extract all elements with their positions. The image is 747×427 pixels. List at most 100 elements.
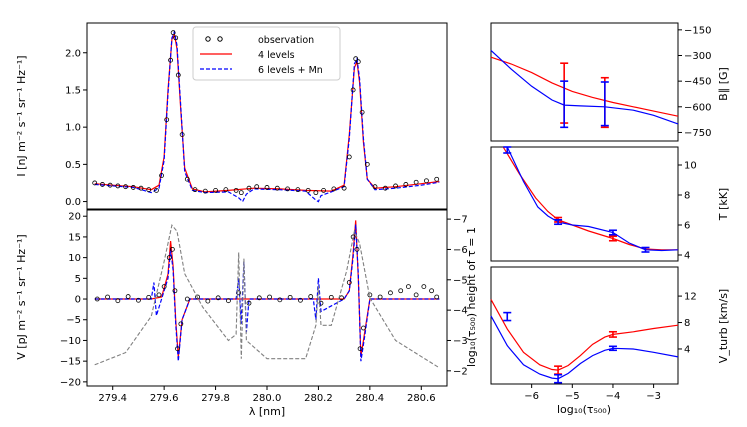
observation-point xyxy=(434,294,440,300)
right-y-tick-label: −6 xyxy=(453,245,468,256)
observation-point xyxy=(353,56,359,62)
stokes-v-series xyxy=(94,220,440,369)
observation-point xyxy=(357,346,363,352)
observation-point xyxy=(130,185,136,190)
turbulent-velocity-series xyxy=(490,299,679,384)
x-tick-label: 279.4 xyxy=(98,393,127,404)
observation-point xyxy=(256,295,262,301)
observation-point xyxy=(364,161,370,167)
magnetic-field-series xyxy=(490,49,679,129)
series-4-levels-line xyxy=(94,220,440,358)
stokes-v-x-label: λ [nm] xyxy=(249,405,285,418)
legend-box xyxy=(192,26,341,81)
legend-marker-observation xyxy=(205,36,211,42)
observation-point xyxy=(161,284,167,290)
observation-point xyxy=(115,183,121,189)
observation-point xyxy=(377,294,383,300)
stokes-v-panel: 20 15 10 5 0 −5 −10 −15 −20 279.4 279.6 279.8 280.0 2… xyxy=(15,209,478,418)
y-tick-label: 8 xyxy=(684,318,690,329)
observation-point xyxy=(178,321,184,327)
observation-point xyxy=(233,187,239,193)
observation-point xyxy=(354,246,360,252)
observation-point xyxy=(115,298,121,304)
y-tick-label: 15 xyxy=(68,232,81,243)
observation-point xyxy=(226,298,231,304)
observation-point xyxy=(184,296,190,302)
observation-point xyxy=(166,255,172,261)
x-tick-label: −4 xyxy=(606,391,621,402)
observation-point xyxy=(192,187,198,193)
temperature-y-label: T [kK] xyxy=(717,188,730,221)
observation-point xyxy=(105,294,110,300)
observation-point xyxy=(254,184,260,190)
observation-point xyxy=(285,186,290,192)
y-tick-label: −600 xyxy=(684,102,711,113)
observation-point xyxy=(372,184,378,190)
series-6-levels-mn-line xyxy=(94,29,440,203)
observation-point xyxy=(398,288,404,294)
observation-point xyxy=(238,190,244,196)
observation-point xyxy=(341,185,347,191)
turbulent-velocity-y-label: V_turb [km/s] xyxy=(717,289,730,363)
stokes-v-frame xyxy=(86,209,448,387)
y-tick-label: 20 xyxy=(68,212,81,223)
observation-point xyxy=(164,117,170,123)
observation-point xyxy=(359,109,365,115)
observation-point xyxy=(146,187,152,193)
observation-point xyxy=(355,59,361,65)
y-tick-label: 0.0 xyxy=(65,197,81,208)
y-tick-label: 6 xyxy=(684,221,690,232)
observation-point xyxy=(172,288,178,294)
observation-point xyxy=(205,298,211,304)
temperature-ticks: 10 8 6 4 xyxy=(678,161,697,262)
x-tick-label: −5 xyxy=(565,391,580,402)
observation-point xyxy=(92,180,98,186)
y-tick-label: −450 xyxy=(684,77,711,88)
y-tick-label: 4 xyxy=(684,251,690,262)
observation-point xyxy=(267,294,272,300)
y-tick-label: −10 xyxy=(60,336,81,347)
x-tick-label: 280.6 xyxy=(407,393,436,404)
observation-point xyxy=(100,182,105,187)
observation-point xyxy=(173,35,179,41)
observation-point xyxy=(388,290,393,296)
x-tick-label: 279.6 xyxy=(150,393,179,404)
observation-point xyxy=(406,284,411,290)
observation-point xyxy=(138,185,144,191)
y-tick-label: −150 xyxy=(684,25,711,36)
right-y-tick-label: −4 xyxy=(453,306,468,317)
stokes-v-y-label: V [pJ m⁻² s⁻¹ sr⁻¹ Hz⁻¹] xyxy=(15,234,28,359)
observation-point xyxy=(169,246,175,252)
observation-point xyxy=(350,87,356,93)
observation-point xyxy=(136,297,141,303)
observation-point xyxy=(361,325,366,331)
intensity-y-label: I [nJ m⁻² s⁻¹ sr⁻¹ Hz⁻¹] xyxy=(15,55,28,176)
observation-point xyxy=(94,296,100,302)
observation-point xyxy=(413,292,419,298)
x-tick-label: −3 xyxy=(646,391,661,402)
observation-point xyxy=(321,187,326,193)
turbulent-velocity-panel: 12 8 4 −6 −5 −4 −3 V_turb [km/s] log₁₀(τ₅₀₀) xyxy=(490,266,730,416)
intensity-frame xyxy=(86,22,448,210)
legend-label-6-levels-mn: 6 levels + Mn xyxy=(258,65,323,76)
turbulent-velocity-x-label: log₁₀(τ₅₀₀) xyxy=(557,403,611,416)
magnetic-field-frame xyxy=(490,22,679,142)
observation-point xyxy=(223,187,229,193)
observation-point xyxy=(159,173,164,178)
observation-point xyxy=(146,294,152,300)
intensity-panel: 0.0 0.5 1.0 1.5 2.0 I [nJ m⁻² s⁻¹ sr⁻¹ Hz⁻¹]… xyxy=(15,22,448,210)
observation-point xyxy=(202,188,208,194)
legend: observation 4 levels 6 levels + Mn xyxy=(192,26,341,81)
series-tau-height-line xyxy=(94,223,440,369)
temperature-panel: 10 8 6 4 T [kK] xyxy=(490,146,730,262)
magnetic-field-ticks: −150 −300 −450 −600 −750 xyxy=(678,25,711,139)
intensity-y-ticks: 0.0 0.5 1.0 1.5 2.0 xyxy=(65,48,87,208)
observation-point xyxy=(308,294,314,299)
y-tick-label: −300 xyxy=(684,51,711,62)
legend-marker-observation xyxy=(217,36,223,42)
y-tick-label: −750 xyxy=(684,128,711,139)
legend-label-4-levels: 4 levels xyxy=(258,50,295,61)
observation-point xyxy=(298,297,303,303)
y-tick-label: 10 xyxy=(68,253,81,264)
